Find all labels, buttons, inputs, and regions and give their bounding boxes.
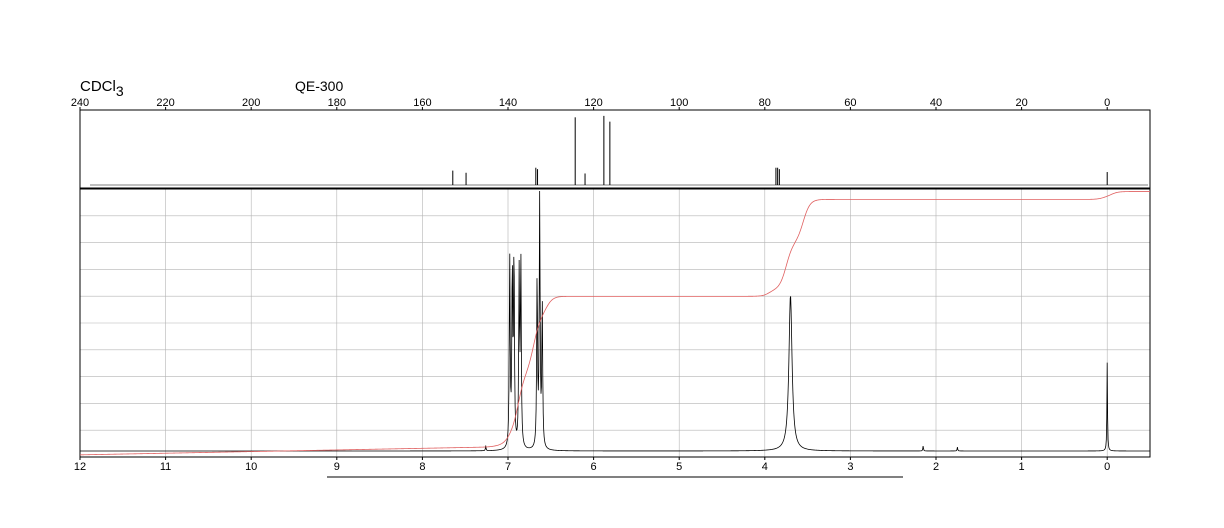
h1-tick-label: 11 xyxy=(160,461,171,473)
c13-spectrum-panel: 240 220 200 180 160 140 120 100 80 60 40 20 0 xyxy=(71,97,1151,189)
h1-tick-label: 1 xyxy=(1019,461,1025,473)
c13-tick-label: 180 xyxy=(328,97,346,109)
c13-frame xyxy=(79,109,1151,189)
h1-tick-label: 12 xyxy=(74,461,86,473)
c13-tick-label: 80 xyxy=(759,97,771,109)
solvent-label: CDCl3 xyxy=(80,78,124,99)
h1-tick-label: 8 xyxy=(419,461,425,473)
c13-tick-label: 100 xyxy=(670,97,688,109)
h1-tick-label: 4 xyxy=(762,461,768,473)
c13-tick-label: 0 xyxy=(1104,97,1110,109)
h1-tick-label: 0 xyxy=(1104,461,1110,473)
instrument-label: QE-300 xyxy=(295,78,343,94)
h1-integral-curve xyxy=(79,191,1150,456)
h1-spectrum-panel: 12 11 10 9 8 7 6 5 4 3 2 1 0 xyxy=(74,188,1151,473)
c13-tick-label: 40 xyxy=(930,97,942,109)
h1-tick-label: 3 xyxy=(847,461,853,473)
c13-tick-label: 200 xyxy=(242,97,260,109)
h1-tick-label: 6 xyxy=(591,461,597,473)
c13-tick-label: 60 xyxy=(844,97,856,109)
h1-spectrum-trace xyxy=(80,190,1150,452)
c13-tick-label: 20 xyxy=(1015,97,1027,109)
solvent-subscript: 3 xyxy=(116,83,124,99)
h1-tick-label: 10 xyxy=(245,461,257,473)
h1-tick-label: 5 xyxy=(676,461,682,473)
h1-tick-label: 7 xyxy=(505,461,511,473)
c13-tick-label: 120 xyxy=(584,97,602,109)
c13-tick-label: 140 xyxy=(499,97,517,109)
h1-tick-label: 9 xyxy=(334,461,340,473)
c13-tick-label: 220 xyxy=(156,97,174,109)
h1-frame xyxy=(79,188,1151,458)
c13-tick-label: 240 xyxy=(71,97,89,109)
h1-tick-label: 2 xyxy=(933,461,939,473)
c13-tick-label: 160 xyxy=(413,97,431,109)
